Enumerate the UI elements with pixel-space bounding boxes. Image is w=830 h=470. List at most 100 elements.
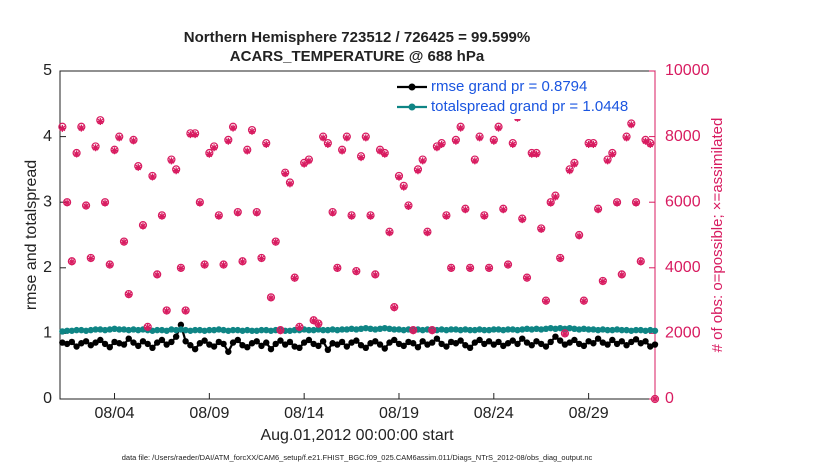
- marker-asterisk: [314, 320, 322, 328]
- marker: [466, 344, 474, 352]
- marker: [538, 326, 545, 333]
- marker-asterisk: [139, 222, 147, 230]
- marker-asterisk: [461, 206, 469, 214]
- marker: [258, 342, 265, 350]
- x-axis-label: Aug.01,2012 00:00:00 start: [260, 427, 454, 444]
- chart-subtitle: ACARS_TEMPERATURE @ 688 hPa: [230, 48, 485, 65]
- marker: [130, 326, 137, 333]
- marker: [267, 345, 275, 353]
- marker: [552, 325, 559, 333]
- y-tick-label: 5: [43, 62, 52, 79]
- marker: [182, 326, 189, 334]
- marker: [647, 326, 654, 334]
- marker-asterisk: [442, 212, 450, 220]
- marker: [376, 325, 384, 333]
- marker-asterisk: [343, 134, 351, 142]
- marker-asterisk: [115, 134, 123, 142]
- marker-asterisk: [623, 134, 631, 142]
- marker: [187, 342, 194, 349]
- marker-asterisk: [589, 140, 597, 148]
- marker: [400, 326, 407, 334]
- marker: [111, 325, 118, 333]
- marker-asterisk: [352, 268, 360, 276]
- marker: [528, 342, 535, 349]
- marker: [210, 343, 218, 350]
- marker-asterisk: [257, 255, 265, 263]
- marker-asterisk: [281, 170, 289, 178]
- marker-asterisk: [566, 167, 574, 175]
- marker: [172, 326, 180, 334]
- x-tick-label: 08/19: [379, 405, 419, 422]
- marker: [319, 326, 327, 334]
- marker: [400, 342, 407, 350]
- marker: [343, 326, 351, 333]
- marker-asterisk: [295, 323, 303, 331]
- marker-asterisk: [457, 124, 465, 132]
- marker-asterisk: [556, 255, 564, 263]
- marker-asterisk: [395, 173, 403, 181]
- marker: [315, 326, 322, 333]
- marker: [206, 326, 213, 334]
- chart-title: Northern Hemisphere 723512 / 726425 = 99…: [184, 29, 530, 46]
- marker: [490, 341, 498, 348]
- marker: [466, 326, 474, 334]
- marker-asterisk: [182, 307, 190, 315]
- marker: [210, 326, 218, 334]
- marker: [504, 326, 512, 333]
- marker-asterisk: [637, 258, 645, 266]
- marker: [613, 326, 621, 333]
- marker: [68, 327, 76, 334]
- marker: [267, 327, 275, 334]
- marker: [457, 337, 464, 344]
- marker: [481, 326, 488, 334]
- marker: [471, 326, 479, 334]
- marker-asterisk: [68, 258, 76, 266]
- marker-asterisk: [642, 137, 650, 145]
- marker: [419, 326, 426, 334]
- marker: [462, 342, 469, 349]
- marker: [476, 336, 483, 344]
- marker-asterisk: [575, 232, 583, 240]
- marker-asterisk: [428, 327, 436, 335]
- marker: [362, 324, 369, 332]
- marker-asterisk: [400, 183, 408, 191]
- marker: [419, 338, 426, 345]
- marker: [599, 326, 607, 333]
- marker-asterisk: [148, 173, 156, 181]
- marker: [177, 326, 185, 333]
- marker: [310, 326, 317, 334]
- marker-asterisk: [210, 144, 218, 152]
- marker: [623, 342, 630, 349]
- marker-asterisk: [324, 140, 332, 148]
- marker: [229, 326, 237, 334]
- marker: [73, 326, 80, 334]
- marker: [220, 340, 227, 348]
- marker: [433, 335, 441, 342]
- marker: [538, 340, 545, 348]
- marker: [87, 342, 95, 349]
- marker-asterisk: [433, 144, 441, 152]
- marker: [604, 341, 611, 348]
- marker: [244, 343, 251, 351]
- marker: [258, 326, 265, 334]
- marker: [239, 327, 246, 334]
- marker: [272, 340, 279, 348]
- marker-asterisk: [632, 199, 640, 207]
- marker: [305, 336, 313, 344]
- marker: [353, 326, 360, 333]
- marker: [580, 342, 588, 350]
- y-axis-label: rmse and totalspread: [23, 160, 40, 310]
- marker: [68, 338, 76, 346]
- marker-asterisk: [485, 264, 493, 272]
- marker: [196, 340, 204, 347]
- marker-asterisk: [599, 278, 607, 286]
- marker: [618, 326, 626, 334]
- marker: [485, 338, 493, 345]
- y2-tick-label: 6000: [665, 193, 701, 210]
- marker: [139, 338, 147, 345]
- marker: [594, 326, 602, 334]
- y2-tick-label: 0: [665, 390, 674, 407]
- marker: [556, 337, 564, 344]
- marker: [443, 343, 450, 350]
- marker: [191, 326, 199, 334]
